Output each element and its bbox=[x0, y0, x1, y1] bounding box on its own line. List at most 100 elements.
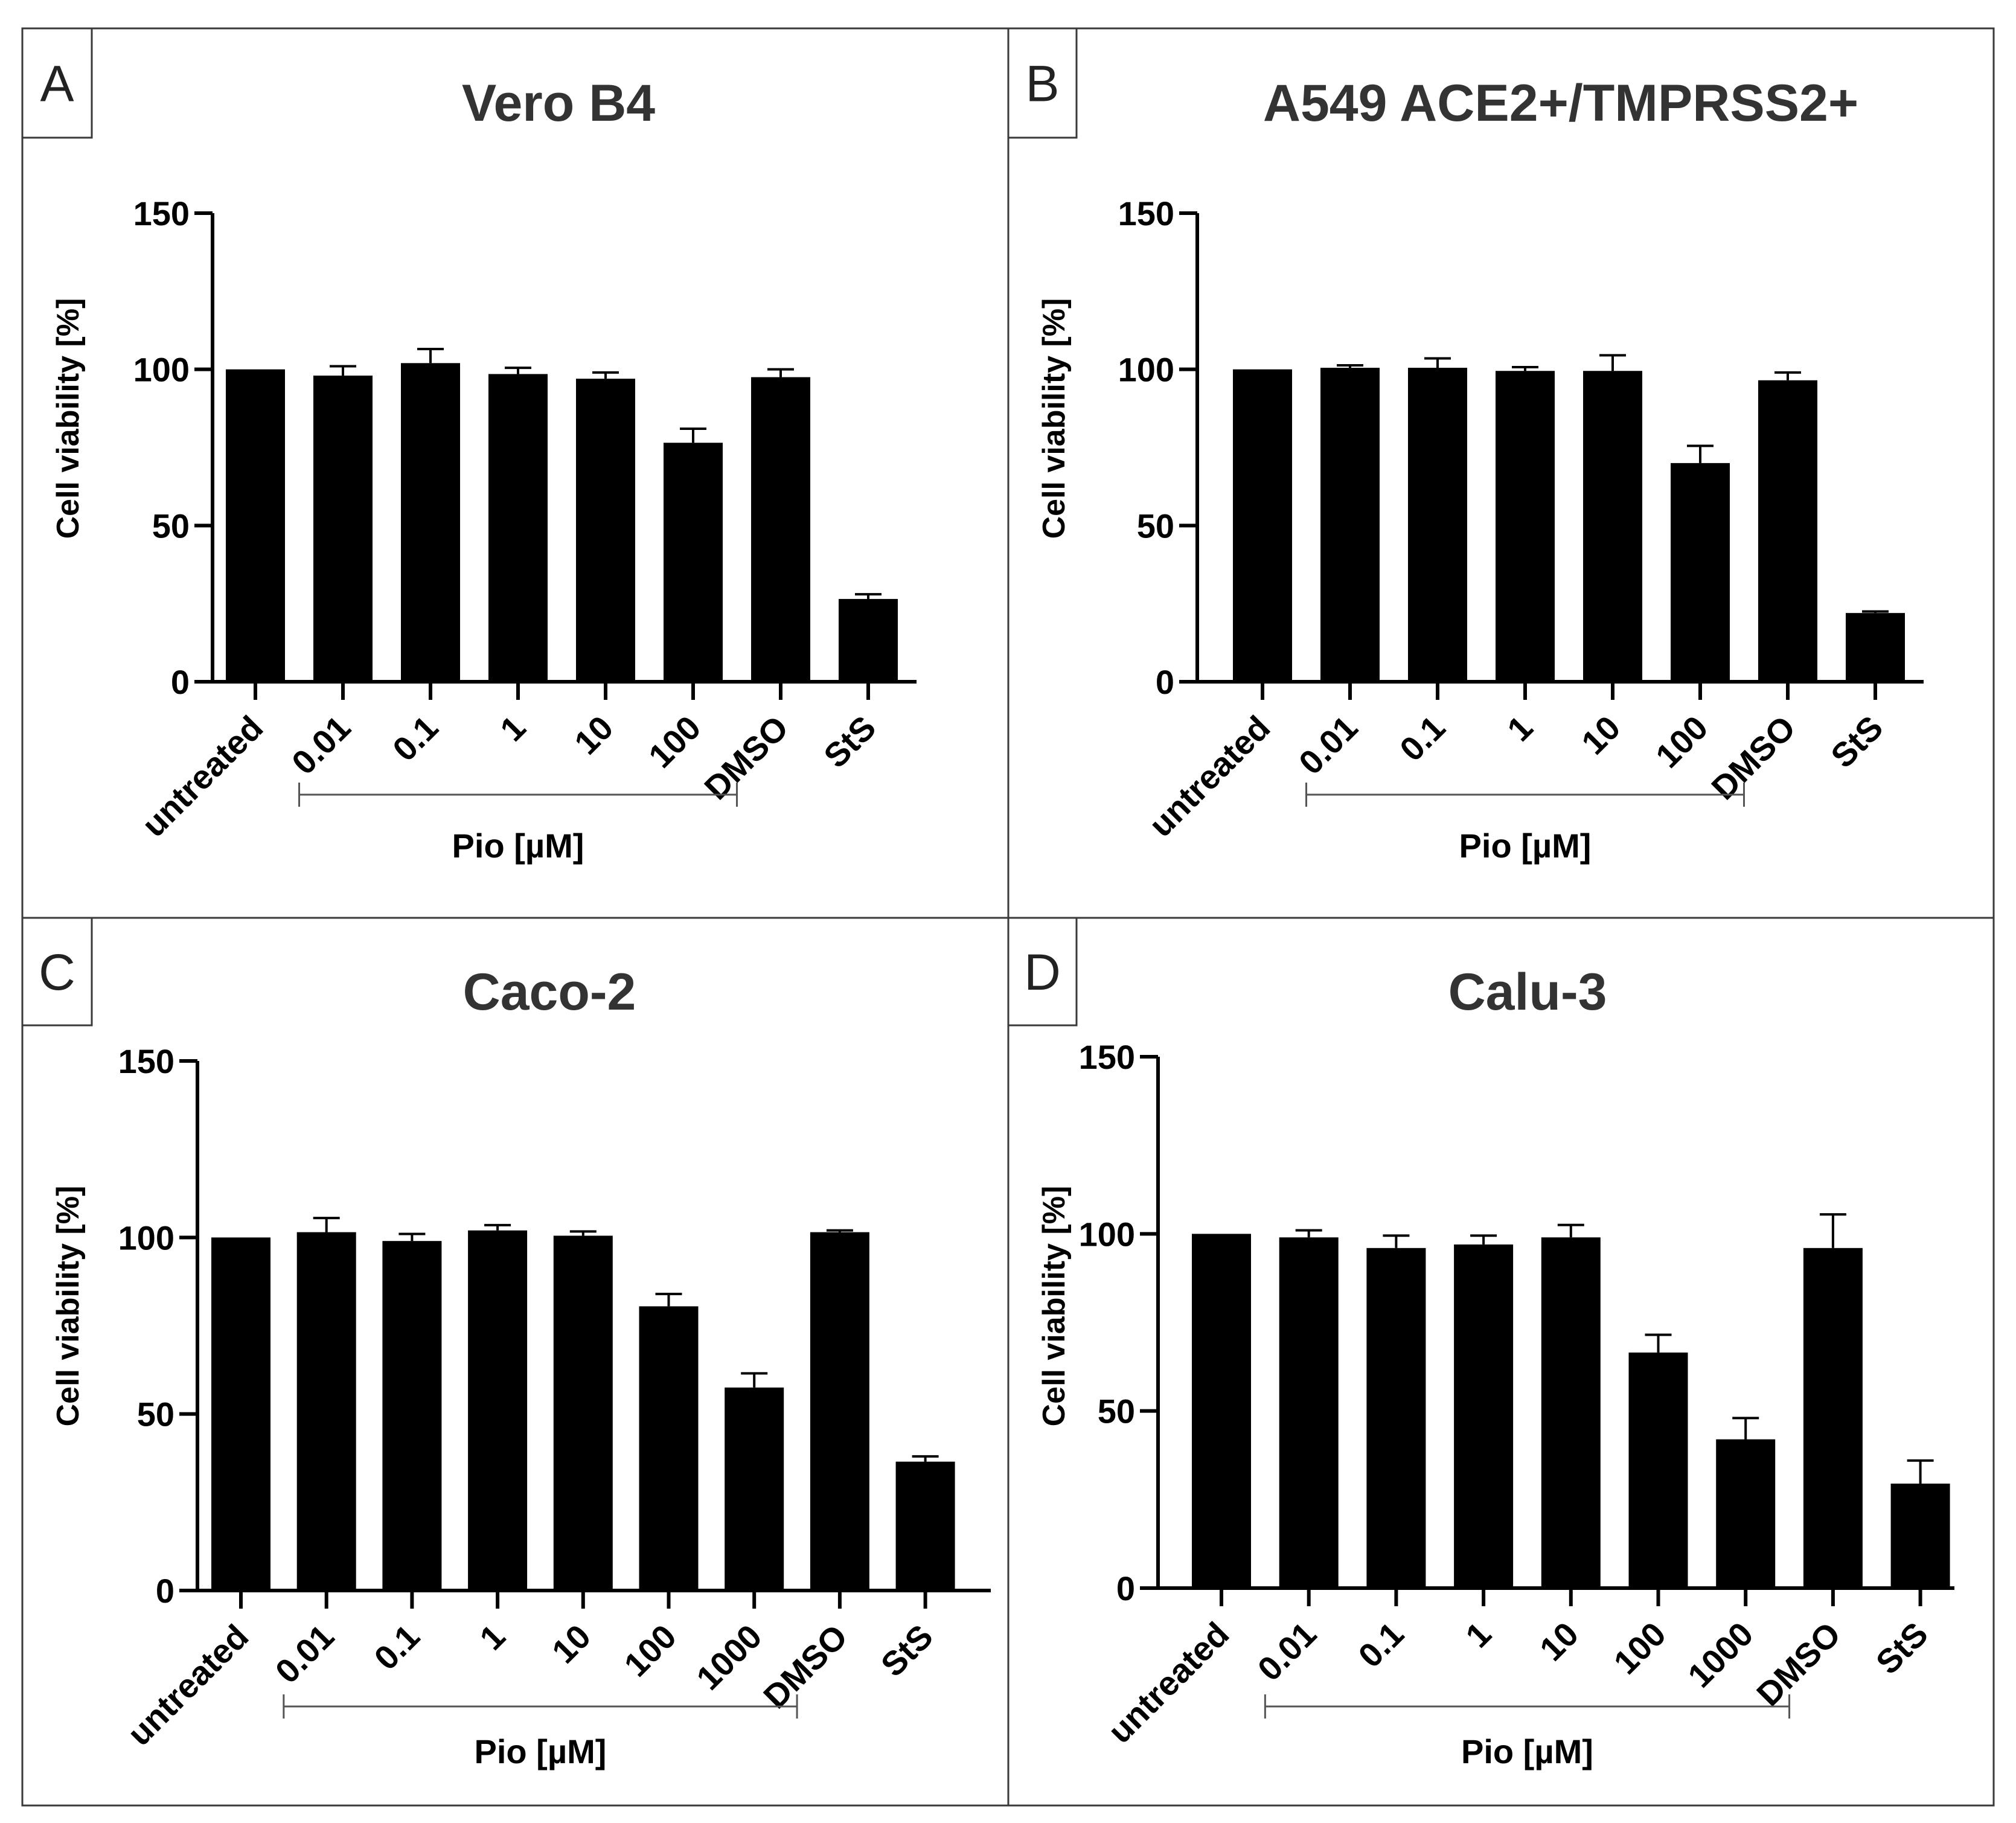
error-bar bbox=[767, 368, 794, 377]
bar bbox=[488, 374, 548, 682]
group-bracket bbox=[1264, 1694, 1791, 1719]
chart-title: A549 ACE2+/TMPRSS2+ bbox=[1263, 74, 1858, 132]
group-bracket bbox=[1305, 783, 1745, 807]
x-tick-label: DMSO bbox=[1749, 1615, 1848, 1713]
y-tick-label: 150 bbox=[133, 194, 190, 232]
y-tick-label: 50 bbox=[137, 1395, 174, 1434]
y-tick-label: 100 bbox=[1118, 351, 1174, 389]
y-tick-label: 100 bbox=[133, 351, 190, 389]
y-axis-label: Cell viability [%] bbox=[1037, 298, 1072, 539]
bar bbox=[1366, 1248, 1426, 1588]
bar bbox=[313, 376, 373, 682]
bar bbox=[1408, 368, 1467, 682]
x-tick-label: 10 bbox=[567, 708, 621, 762]
panel-letter: C bbox=[39, 944, 75, 1001]
group-bracket bbox=[298, 783, 738, 807]
error-bar bbox=[1862, 610, 1889, 614]
bar bbox=[576, 379, 635, 682]
group-label: Pio [µM] bbox=[1459, 827, 1592, 865]
bar bbox=[1320, 368, 1380, 682]
bar bbox=[810, 1232, 869, 1591]
y-tick-label: 100 bbox=[1079, 1215, 1135, 1253]
x-tick-label: 0.1 bbox=[1351, 1615, 1411, 1675]
bar bbox=[1758, 380, 1817, 682]
x-tick-label: 0.1 bbox=[385, 708, 446, 769]
y-tick-label: 50 bbox=[1098, 1392, 1135, 1431]
panel-d: D Calu-3 0 50 100 150 Cell viability [%] untrea… bbox=[1007, 917, 1995, 1807]
bar bbox=[211, 1237, 270, 1591]
bar bbox=[1583, 371, 1642, 682]
error-bar bbox=[1295, 1229, 1322, 1238]
error-bar bbox=[1470, 1234, 1497, 1245]
bar bbox=[1671, 463, 1730, 682]
error-bar bbox=[855, 593, 882, 599]
error-bar bbox=[741, 1372, 768, 1388]
panel-letter: B bbox=[1025, 56, 1059, 112]
x-tick-label: DMSO bbox=[756, 1617, 854, 1716]
x-tick-label: 0.01 bbox=[1250, 1615, 1324, 1688]
y-tick-label: 0 bbox=[1116, 1569, 1135, 1607]
y-tick-label: 50 bbox=[152, 507, 190, 545]
bar bbox=[1192, 1234, 1251, 1588]
bar bbox=[1496, 371, 1555, 682]
error-bar bbox=[912, 1455, 939, 1462]
x-tick-label: 0.01 bbox=[268, 1617, 342, 1691]
error-bar bbox=[1424, 357, 1451, 368]
bar bbox=[1628, 1352, 1688, 1588]
x-tick-label: DMSO bbox=[697, 708, 795, 807]
x-tick-label: 10 bbox=[1574, 708, 1628, 762]
y-tick-label: 100 bbox=[118, 1219, 174, 1257]
bar bbox=[1279, 1237, 1339, 1588]
error-bar bbox=[1337, 364, 1363, 368]
x-tick-label: untreated bbox=[135, 708, 270, 844]
bar bbox=[1803, 1248, 1863, 1588]
x-tick-label: StS bbox=[816, 708, 883, 775]
error-bar bbox=[484, 1223, 511, 1231]
bar bbox=[553, 1235, 613, 1591]
error-bar bbox=[680, 427, 706, 443]
error-bar bbox=[592, 371, 619, 379]
x-tick-label: 10 bbox=[1532, 1615, 1586, 1668]
y-tick-label: 150 bbox=[1118, 194, 1174, 232]
group-label: Pio [µM] bbox=[475, 1732, 607, 1770]
error-bar bbox=[1645, 1333, 1672, 1353]
bar bbox=[1233, 369, 1292, 682]
error-bar bbox=[1383, 1234, 1410, 1248]
x-tick-label: 1 bbox=[1500, 708, 1540, 749]
x-tick-label: 1 bbox=[1458, 1615, 1499, 1655]
panel-frame bbox=[1007, 917, 1995, 1807]
x-tick-label: 0.01 bbox=[284, 708, 358, 782]
panel-letter-box bbox=[1007, 917, 1078, 1027]
y-tick-label: 150 bbox=[1079, 1038, 1135, 1076]
bar bbox=[839, 598, 898, 682]
panel-a: A Vero B4 0 50 100 150 Cell viability [%] untre… bbox=[21, 27, 1010, 919]
bar bbox=[1890, 1483, 1950, 1588]
error-bar bbox=[1819, 1213, 1846, 1248]
bar bbox=[1454, 1244, 1514, 1588]
error-bar bbox=[1907, 1459, 1934, 1484]
chart-title: Calu-3 bbox=[1448, 963, 1607, 1021]
error-bar bbox=[398, 1232, 426, 1241]
group-label: Pio [µM] bbox=[1461, 1732, 1593, 1770]
error-bar bbox=[505, 367, 531, 374]
error-bar bbox=[330, 365, 356, 376]
x-tick-label: 10 bbox=[545, 1617, 598, 1671]
x-tick-label: 1000 bbox=[1680, 1615, 1761, 1695]
bar bbox=[895, 1461, 955, 1591]
panel-letter-box bbox=[21, 27, 93, 139]
bar bbox=[296, 1232, 356, 1591]
x-tick-label: 0.01 bbox=[1291, 708, 1365, 782]
panel-letter: D bbox=[1024, 944, 1061, 1001]
panel-c: C Caco-2 0 50 100 150 Cell viability [%] untrea… bbox=[21, 917, 1010, 1807]
y-tick-label: 0 bbox=[156, 1572, 174, 1610]
y-axis-label: Cell viability [%] bbox=[1037, 1186, 1072, 1427]
x-tick-label: StS bbox=[1823, 708, 1890, 775]
y-tick-label: 0 bbox=[1156, 663, 1174, 701]
y-tick-label: 150 bbox=[118, 1042, 174, 1080]
panel-letter: A bbox=[40, 56, 74, 112]
bar bbox=[1716, 1439, 1776, 1588]
y-tick-label: 0 bbox=[171, 663, 190, 701]
y-tick-label: 50 bbox=[1137, 507, 1174, 545]
bar bbox=[1541, 1237, 1601, 1588]
